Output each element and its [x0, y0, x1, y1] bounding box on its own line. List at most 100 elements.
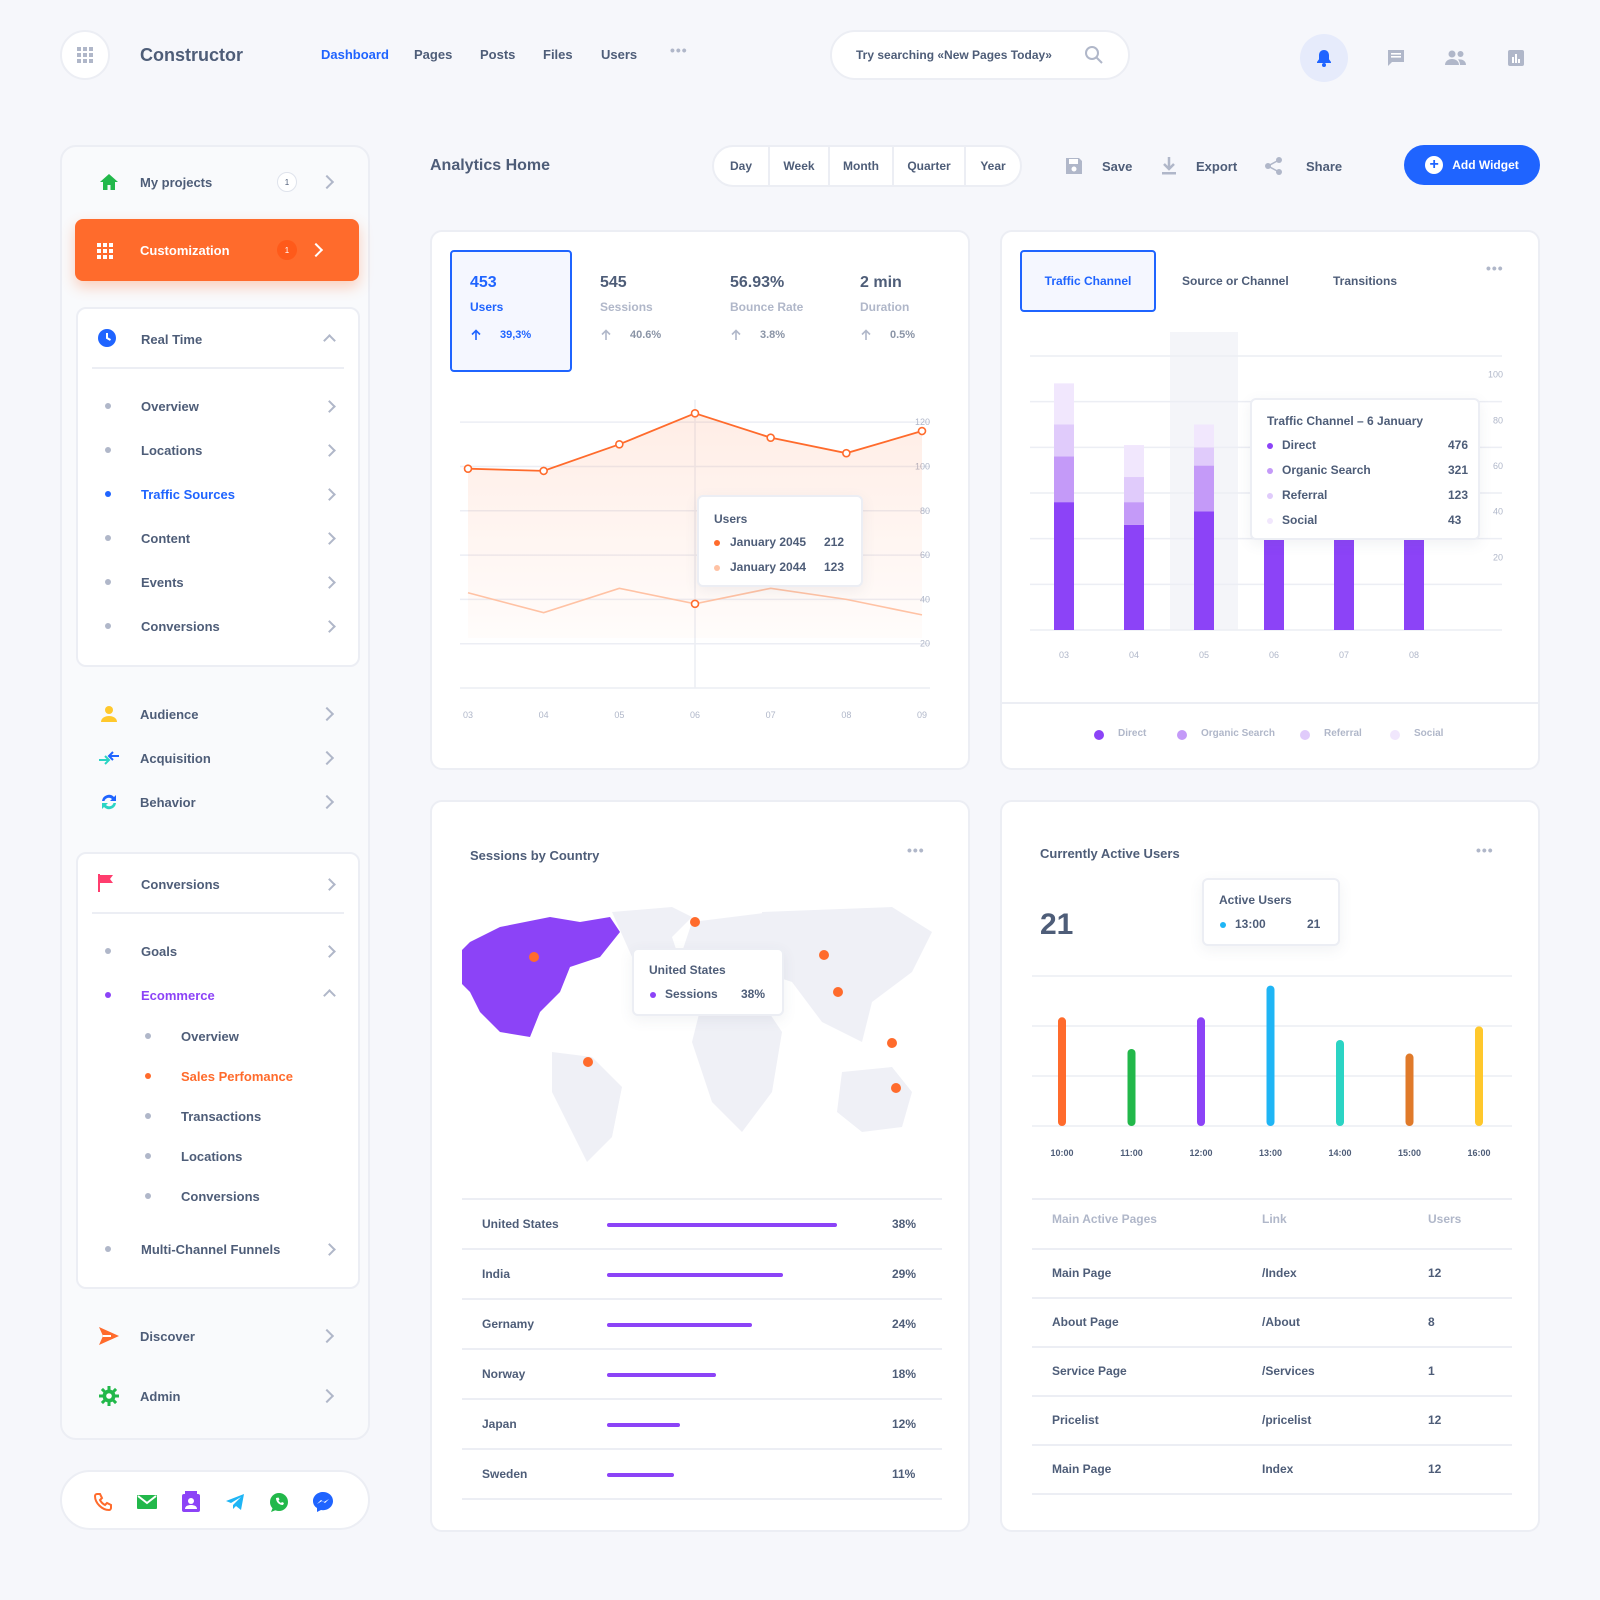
more-options-button[interactable]: •••	[1486, 260, 1504, 276]
sidebar-subitem-conversions[interactable]: Conversions	[78, 1176, 362, 1216]
mail-icon[interactable]	[135, 1490, 159, 1514]
period-quarter[interactable]: Quarter	[894, 147, 966, 185]
search-icon[interactable]	[1084, 45, 1104, 65]
nav-pages[interactable]: Pages	[414, 47, 453, 62]
period-year[interactable]: Year	[980, 159, 1006, 173]
bar-segment-organic-search[interactable]	[1054, 456, 1074, 503]
sidebar-item-events[interactable]: Events	[78, 562, 362, 602]
bar-segment-direct[interactable]	[1194, 511, 1214, 630]
active-users-bar[interactable]	[1475, 1026, 1483, 1126]
sidebar-item-acquisition[interactable]: Acquisition	[62, 736, 372, 780]
data-point[interactable]	[690, 599, 700, 609]
bar-segment-social[interactable]	[1194, 424, 1214, 448]
table-row[interactable]: Gernamy 24%	[462, 1300, 942, 1350]
contact-card-icon[interactable]	[179, 1490, 203, 1514]
sidebar-subitem-locations[interactable]: Locations	[78, 1136, 362, 1176]
sidebar-item-multi-channel-funnels[interactable]: Multi-Channel Funnels	[78, 1229, 362, 1269]
sidebar-item-discover[interactable]: Discover	[62, 1314, 372, 1358]
sidebar-item-content[interactable]: Content	[78, 518, 362, 558]
data-point[interactable]	[842, 448, 851, 458]
sidebar-item-conversions[interactable]: Conversions	[78, 606, 362, 646]
table-row[interactable]: Norway 18%	[462, 1350, 942, 1400]
bar-segment-direct[interactable]	[1264, 511, 1284, 630]
page-link[interactable]: /pricelist	[1262, 1413, 1312, 1427]
data-point[interactable]	[766, 433, 775, 442]
sidebar-item-goals[interactable]: Goals	[78, 931, 362, 971]
nav-dashboard[interactable]: Dashboard	[321, 47, 389, 62]
tab-source-or-channel[interactable]: Source or Channel	[1182, 274, 1289, 288]
period-day[interactable]: Day	[714, 147, 770, 185]
bar-segment-referral[interactable]	[1194, 447, 1214, 466]
sidebar-subitem-transactions[interactable]: Transactions	[78, 1096, 362, 1136]
bar-segment-social[interactable]	[1124, 445, 1144, 478]
bar-segment-referral[interactable]	[1124, 477, 1144, 503]
sidebar-subitem-overview[interactable]: Overview	[78, 1016, 362, 1056]
sidebar-item-ecommerce[interactable]: Ecommerce	[78, 975, 362, 1015]
active-users-bar[interactable]	[1336, 1039, 1344, 1126]
active-users-bar[interactable]	[1266, 985, 1275, 1126]
page-link[interactable]: /Services	[1262, 1364, 1315, 1378]
active-users-bar[interactable]	[1127, 1049, 1136, 1126]
search-input[interactable]	[856, 48, 1076, 62]
data-point[interactable]	[615, 440, 624, 449]
table-row[interactable]: Main Page Index 12	[1002, 1446, 1538, 1495]
telegram-icon[interactable]	[223, 1490, 247, 1514]
nav-posts[interactable]: Posts	[480, 47, 516, 62]
add-widget-button[interactable]: + Add Widget	[1404, 145, 1540, 185]
data-point[interactable]	[690, 408, 700, 418]
period-week[interactable]: Week	[770, 147, 830, 185]
sidebar-item-audience[interactable]: Audience	[62, 692, 372, 736]
notifications-button[interactable]	[1300, 34, 1348, 82]
sidebar-item-my-projects[interactable]: My projects 1	[62, 160, 372, 204]
bar-segment-direct[interactable]	[1334, 511, 1354, 630]
phone-icon[interactable]	[91, 1490, 115, 1514]
stat-tile-users[interactable]	[450, 250, 572, 372]
save-button[interactable]: Save	[1064, 152, 1132, 180]
more-options-button[interactable]: •••	[1476, 842, 1494, 858]
table-row[interactable]: About Page/About 8	[1002, 1299, 1538, 1348]
active-users-bar[interactable]	[1197, 1017, 1205, 1126]
bar-segment-organic-search[interactable]	[1124, 502, 1144, 525]
active-users-bar[interactable]	[1058, 1017, 1066, 1126]
nav-files[interactable]: Files	[543, 47, 573, 62]
reports-button[interactable]	[1492, 34, 1540, 82]
active-users-bar[interactable]	[1405, 1053, 1414, 1126]
sidebar-item-behavior[interactable]: Behavior	[62, 780, 372, 824]
bar-segment-direct[interactable]	[1124, 524, 1144, 630]
tab-traffic-channel[interactable]: Traffic Channel	[1020, 250, 1156, 312]
sidebar-item-locations[interactable]: Locations	[78, 430, 362, 470]
sidebar-item-customization[interactable]: Customization 1	[75, 219, 359, 281]
more-options-button[interactable]: •••	[907, 842, 925, 858]
data-point[interactable]	[463, 464, 473, 473]
bar-segment-direct[interactable]	[1054, 502, 1074, 630]
page-link[interactable]: Index	[1262, 1462, 1294, 1476]
period-month[interactable]: Month	[830, 147, 894, 185]
table-row[interactable]: Service Page/Services 1	[1002, 1348, 1538, 1397]
sidebar-item-admin[interactable]: Admin	[62, 1374, 372, 1418]
nav-more-button[interactable]: •••	[670, 42, 688, 58]
tab-transitions[interactable]: Transitions	[1333, 274, 1398, 288]
messages-button[interactable]	[1372, 34, 1420, 82]
table-row[interactable]: Pricelist/pricelist 12	[1002, 1397, 1538, 1446]
data-point[interactable]	[539, 466, 548, 476]
bar-segment-referral[interactable]	[1054, 424, 1074, 457]
table-row[interactable]: Sweden 11%	[462, 1450, 942, 1500]
page-link[interactable]: /Index	[1262, 1266, 1297, 1280]
apps-grid-button[interactable]	[60, 30, 110, 80]
share-button[interactable]: Share	[1264, 152, 1342, 180]
bar-segment-direct[interactable]	[1404, 511, 1424, 630]
table-row[interactable]: United States 38%	[462, 1200, 942, 1250]
sidebar-item-real-time[interactable]: Real Time	[78, 317, 362, 361]
search-box[interactable]	[830, 30, 1130, 80]
nav-users[interactable]: Users	[601, 47, 638, 62]
export-button[interactable]: Export	[1160, 152, 1237, 180]
table-row[interactable]: Japan 12%	[462, 1400, 942, 1450]
whatsapp-icon[interactable]	[267, 1490, 291, 1514]
sidebar-item-conversions-group[interactable]: Conversions	[78, 862, 362, 906]
messenger-icon[interactable]	[311, 1490, 335, 1514]
people-button[interactable]	[1432, 34, 1480, 82]
sidebar-subitem-sales-performance[interactable]: Sales Perfomance	[78, 1056, 362, 1096]
table-row[interactable]: India 29%	[462, 1250, 942, 1300]
table-row[interactable]: Main Page/Index 12	[1002, 1250, 1538, 1299]
bar-segment-social[interactable]	[1054, 383, 1074, 425]
